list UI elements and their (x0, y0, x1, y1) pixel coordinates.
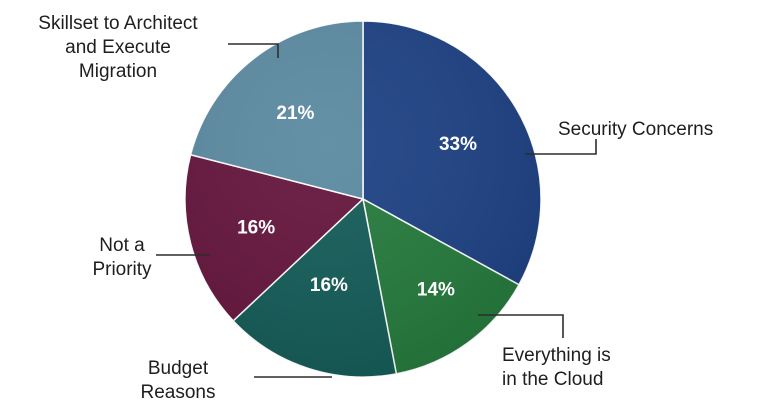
slice-category-label-security-concerns: Security Concerns (558, 119, 713, 140)
pie-slices (184, 20, 542, 378)
slice-value-label-not-a-priority: 16% (237, 217, 275, 238)
slice-value-label-everything-is-in-the-cloud: 14% (417, 279, 455, 300)
callout-line-everything-is-in-the-cloud (478, 314, 564, 338)
callout-line-security-concerns (525, 139, 597, 155)
callout-lines (156, 43, 597, 378)
slice-category-label-everything-is-in-the-cloud: Everything is in the Cloud (502, 345, 611, 390)
callout-line-skillset-to-architect-and-execute-migration (228, 43, 279, 58)
slice-category-label-skillset-to-architect-and-execute-migration: Skillset to Architect and Execute Migratio… (38, 13, 198, 82)
slice-category-label-not-a-priority: Not a Priority (92, 235, 152, 280)
slice-category-labels: Security Concerns Everything is in the Clo… (38, 13, 713, 403)
slice-value-label-security-concerns: 33% (439, 134, 477, 155)
slice-category-label-budget-reasons: Budget Reasons (141, 358, 216, 399)
slice-value-labels: 33% 14% 16% 16% 21% (237, 103, 477, 300)
slice-value-label-skillset-to-architect-and-execute-migration: 21% (276, 103, 314, 124)
slice-value-label-budget-reasons: 16% (310, 275, 348, 296)
